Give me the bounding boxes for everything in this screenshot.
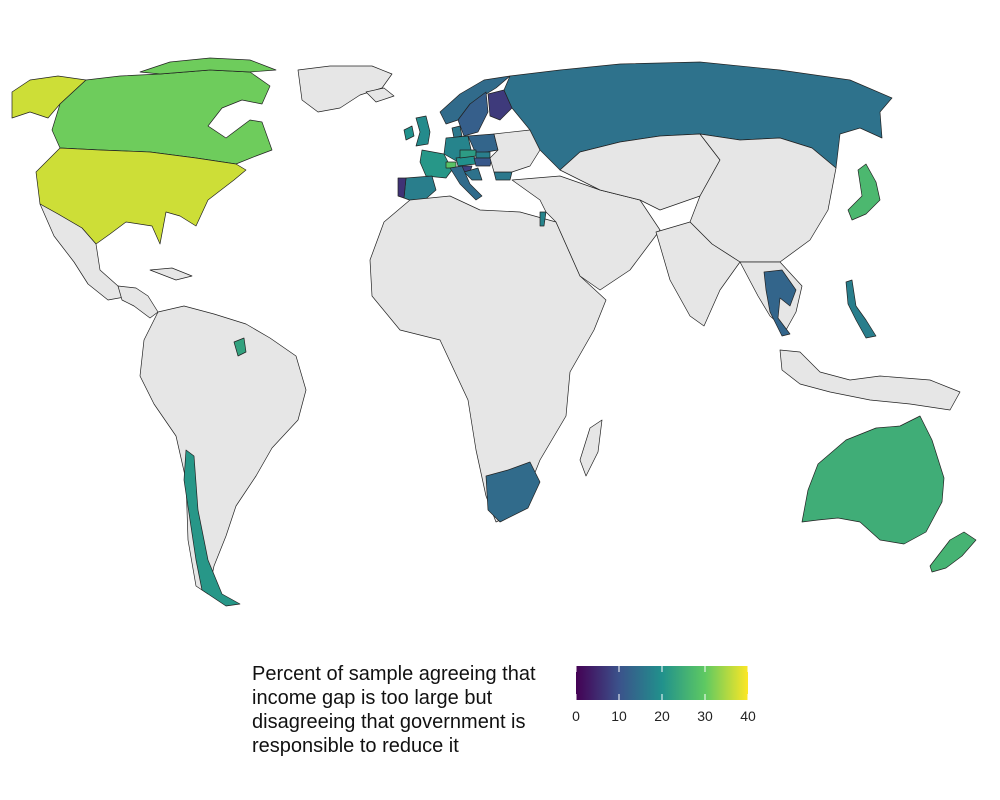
country-Madagascar [579,419,603,477]
country-Hungary [473,157,493,167]
country-Ireland [403,125,415,141]
country-Croatia [463,167,483,181]
legend-tick-label: 10 [611,708,627,724]
country-United-Kingdom [415,115,431,147]
legend: Percent of sample agreeing that income g… [252,662,772,772]
legend-tick-label: 0 [572,708,580,724]
country-South-America [139,305,307,595]
country-Bulgaria [493,171,513,181]
country-Denmark [451,125,463,139]
country-Canada-islands [139,57,277,75]
country-China [689,133,837,263]
legend-colorbar [576,666,748,700]
country-India [655,221,741,327]
country-France [419,149,453,179]
country-Italy [449,165,483,201]
legend-title: Percent of sample agreeing that income g… [252,663,536,757]
legend-tick-label: 40 [740,708,756,724]
country-Middle-East [511,175,661,291]
country-Cuba [149,267,193,281]
country-Eastern-Europe [489,129,541,173]
country-Central-America [117,285,159,319]
country-Slovakia [475,151,491,159]
country-Thailand [763,269,797,337]
country-Sweden [457,91,489,137]
country-Indonesia [779,349,961,411]
country-Australia [801,415,945,545]
country-Africa [369,195,607,523]
country-Japan [847,163,881,221]
country-Finland [487,89,513,121]
country-New-Zealand [929,531,977,573]
country-South-Africa [485,461,541,523]
country-Iceland [365,87,395,103]
country-Portugal [397,177,407,199]
legend-tick-label: 20 [654,708,670,724]
country-Israel [539,211,547,227]
country-Philippines [845,279,877,339]
legend-tick-label: 30 [697,708,713,724]
country-Suriname [233,337,247,357]
world-choropleth-map [11,57,977,607]
country-Chile [183,449,241,607]
